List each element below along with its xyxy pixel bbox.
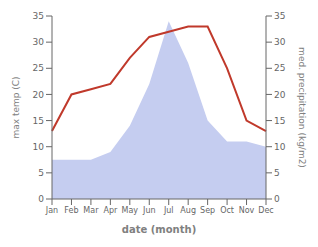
svg-text:Jul: Jul (163, 206, 174, 215)
svg-text:May: May (122, 206, 139, 215)
svg-text:30: 30 (274, 37, 286, 47)
svg-text:15: 15 (274, 116, 285, 126)
svg-text:10: 10 (33, 142, 45, 152)
svg-text:30: 30 (33, 37, 45, 47)
svg-text:Jun: Jun (142, 206, 156, 215)
svg-text:max temp (C): max temp (C) (11, 76, 21, 138)
svg-text:10: 10 (274, 142, 286, 152)
svg-text:Nov: Nov (239, 206, 255, 215)
svg-text:Oct: Oct (220, 206, 234, 215)
svg-text:Feb: Feb (64, 206, 78, 215)
svg-text:15: 15 (33, 116, 44, 126)
svg-text:5: 5 (274, 168, 280, 178)
svg-text:Aug: Aug (180, 206, 196, 215)
svg-text:5: 5 (38, 168, 44, 178)
svg-text:med. precipitation (kg/m2): med. precipitation (kg/m2) (297, 47, 307, 168)
svg-text:0: 0 (38, 194, 44, 204)
svg-text:date (month): date (month) (122, 224, 196, 235)
svg-text:Sep: Sep (200, 206, 215, 215)
svg-text:Dec: Dec (258, 206, 273, 215)
svg-text:35: 35 (274, 11, 285, 21)
svg-text:Jan: Jan (45, 206, 58, 215)
svg-text:Apr: Apr (103, 206, 118, 215)
svg-text:25: 25 (33, 63, 44, 73)
svg-text:Mar: Mar (83, 206, 99, 215)
svg-text:25: 25 (274, 63, 285, 73)
svg-text:20: 20 (33, 90, 45, 100)
svg-text:35: 35 (33, 11, 44, 21)
svg-text:20: 20 (274, 90, 286, 100)
svg-text:0: 0 (274, 194, 280, 204)
